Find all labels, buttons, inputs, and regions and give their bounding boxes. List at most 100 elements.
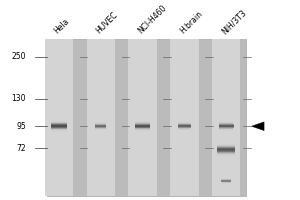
Bar [219,128,233,129]
Bar [219,124,233,125]
Bar [217,150,235,151]
Bar [135,130,150,131]
Bar [178,127,190,128]
Text: 250: 250 [12,52,26,61]
Bar [178,126,190,127]
Bar [217,147,235,148]
Bar [95,125,106,126]
Bar [219,129,233,130]
Bar [51,121,67,122]
Bar [135,131,150,132]
Text: NCI-H460: NCI-H460 [136,4,168,36]
Bar [218,157,235,158]
Bar [212,39,240,196]
Bar [51,132,67,133]
Bar [51,127,67,128]
Bar [95,129,106,130]
Bar [219,121,233,122]
Bar [221,180,231,181]
Bar [217,149,235,150]
Bar [222,184,231,185]
Polygon shape [251,122,264,131]
Bar [51,125,67,126]
Bar [135,124,150,125]
Bar [135,127,150,128]
Bar [219,130,233,131]
Bar [178,128,190,129]
Bar [135,126,150,127]
Bar [219,127,233,128]
Bar [219,126,234,127]
Bar [47,39,246,196]
Bar [178,124,190,125]
Bar [178,125,190,126]
Bar [218,146,235,147]
Bar [222,178,231,179]
Text: 95: 95 [16,122,26,131]
Bar [221,179,231,180]
Bar [135,128,150,129]
Bar [218,143,235,144]
Bar [178,129,190,130]
Text: Hela: Hela [52,17,71,36]
Bar [95,123,106,124]
Text: 130: 130 [12,94,26,103]
Bar [221,182,231,183]
Bar [218,144,235,145]
Bar [95,130,106,131]
Bar [218,153,235,154]
Bar [218,142,235,143]
Bar [95,122,106,123]
Bar [217,148,235,149]
Bar [135,120,150,121]
Bar [135,121,150,122]
Bar [219,123,233,124]
Bar [178,123,190,124]
Bar [51,128,67,129]
Bar [86,39,115,196]
Bar [95,124,106,125]
Bar [178,130,190,131]
Bar [51,119,67,120]
Bar [219,125,234,126]
Bar [178,131,190,132]
Bar [95,126,106,127]
Bar [51,131,67,132]
Bar [128,39,157,196]
Bar [135,125,150,126]
Bar [217,152,235,153]
Bar [219,120,233,121]
Bar [178,121,190,122]
Bar [178,122,190,123]
Bar [218,145,235,146]
Bar [221,181,231,182]
Bar [135,129,150,130]
Bar [222,183,231,184]
Bar [219,131,233,132]
Text: 72: 72 [16,144,26,153]
Bar [51,123,67,124]
Bar [218,156,235,157]
Text: NIH/3T3: NIH/3T3 [220,8,248,36]
Bar [135,122,150,123]
Bar [51,124,67,125]
Bar [135,132,150,133]
Bar [218,154,235,155]
Bar [217,151,235,152]
Bar [51,130,67,131]
Text: H.brain: H.brain [178,10,204,36]
Bar [51,129,67,130]
Bar [95,121,106,122]
Bar [95,128,106,129]
Bar [170,39,199,196]
Bar [135,123,150,124]
Bar [219,122,233,123]
Bar [51,120,67,121]
Bar [51,122,67,123]
Bar [95,127,106,128]
Bar [218,155,235,156]
Bar [45,39,73,196]
Bar [51,126,67,127]
Bar [222,177,231,178]
Text: HUVEC: HUVEC [94,11,119,36]
